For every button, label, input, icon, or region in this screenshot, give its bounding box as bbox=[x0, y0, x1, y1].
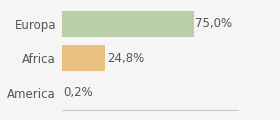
Bar bbox=[62, 45, 105, 71]
Text: 75,0%: 75,0% bbox=[195, 17, 232, 30]
Text: 0,2%: 0,2% bbox=[63, 86, 93, 99]
Bar bbox=[62, 11, 194, 37]
Text: 24,8%: 24,8% bbox=[107, 52, 144, 65]
